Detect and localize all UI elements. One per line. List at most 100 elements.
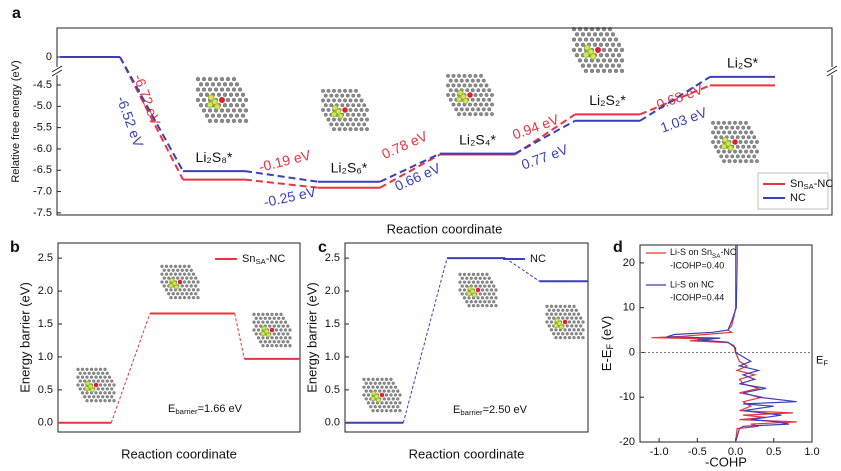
atom — [201, 108, 207, 113]
atom — [219, 118, 225, 123]
atom — [741, 135, 746, 140]
atom — [567, 328, 572, 332]
atom — [468, 102, 472, 107]
legend-label: NC — [790, 192, 806, 204]
atom — [343, 88, 347, 93]
atom — [451, 83, 456, 88]
atom — [348, 98, 353, 103]
y-tick-label: 1.0 — [325, 351, 340, 363]
atom — [345, 112, 350, 117]
atom — [382, 381, 386, 385]
atom — [173, 272, 178, 276]
atom — [182, 288, 187, 292]
atom — [354, 98, 358, 103]
atom — [733, 130, 737, 135]
sulfur — [462, 98, 469, 104]
atom — [279, 320, 283, 324]
atom — [613, 37, 619, 42]
y-tick-label: 2.0 — [38, 285, 53, 297]
sulfur — [337, 113, 344, 119]
atom — [574, 308, 578, 312]
atom — [78, 379, 82, 383]
step-energy-label: 0.78 eV — [379, 127, 430, 162]
atom — [451, 73, 456, 78]
atom — [752, 135, 757, 140]
atom — [178, 288, 182, 292]
atom — [473, 112, 478, 117]
atom — [332, 88, 336, 93]
atom — [254, 316, 258, 320]
atom — [89, 367, 94, 371]
transition-connector — [505, 257, 540, 282]
sulfur — [584, 44, 591, 51]
atom — [468, 83, 472, 88]
atom — [76, 375, 80, 379]
atom — [469, 276, 473, 280]
atom — [272, 316, 276, 320]
y-tick-label: 0.0 — [325, 417, 340, 429]
transition-connector — [402, 258, 448, 423]
atom — [490, 93, 494, 97]
atom — [558, 336, 563, 340]
atom — [107, 399, 112, 403]
atom — [365, 117, 369, 122]
atom — [180, 284, 184, 288]
atom — [323, 103, 328, 108]
sulfur — [208, 94, 215, 101]
atom — [749, 140, 754, 144]
legend-label: Li-S on NC — [670, 279, 715, 289]
atom — [326, 88, 331, 93]
atom — [286, 340, 290, 344]
atom — [396, 397, 400, 401]
atom — [549, 328, 554, 332]
atom — [601, 58, 607, 63]
atom — [565, 316, 569, 320]
atom — [574, 332, 578, 336]
atom — [744, 130, 748, 135]
atom — [340, 122, 345, 127]
atom — [191, 280, 196, 284]
atom — [746, 125, 751, 130]
sulfur — [214, 103, 221, 110]
atom — [574, 32, 580, 37]
atom — [195, 77, 201, 82]
atom — [362, 377, 366, 381]
atom — [393, 385, 398, 389]
molecule-icon — [160, 264, 200, 300]
atom — [581, 336, 585, 340]
atom — [738, 120, 743, 125]
atom — [489, 288, 494, 292]
atom — [554, 336, 558, 340]
atom — [619, 58, 625, 63]
atom — [252, 320, 256, 324]
atom — [371, 377, 375, 381]
atom — [173, 264, 178, 268]
atom — [207, 118, 213, 123]
atom — [180, 292, 184, 296]
atom — [746, 135, 751, 140]
atom — [563, 304, 567, 308]
panel-label: d — [613, 239, 623, 256]
atom — [389, 393, 393, 397]
atom — [171, 268, 175, 272]
atom — [484, 102, 489, 107]
atom — [459, 78, 464, 83]
atom — [476, 78, 481, 83]
atom — [733, 120, 737, 125]
atom — [189, 292, 193, 296]
atom — [457, 73, 461, 78]
atom — [98, 367, 103, 371]
sulfur — [335, 108, 342, 115]
atom — [722, 130, 726, 135]
atom — [364, 389, 368, 393]
atom — [94, 367, 98, 371]
atom — [283, 336, 288, 340]
y-tick-label: -20 — [619, 436, 635, 448]
atom — [351, 122, 356, 127]
atom — [735, 125, 740, 130]
atom — [225, 97, 231, 103]
plot-frame — [56, 27, 833, 216]
atom — [369, 381, 373, 385]
atom — [85, 399, 89, 403]
atom — [727, 130, 732, 135]
